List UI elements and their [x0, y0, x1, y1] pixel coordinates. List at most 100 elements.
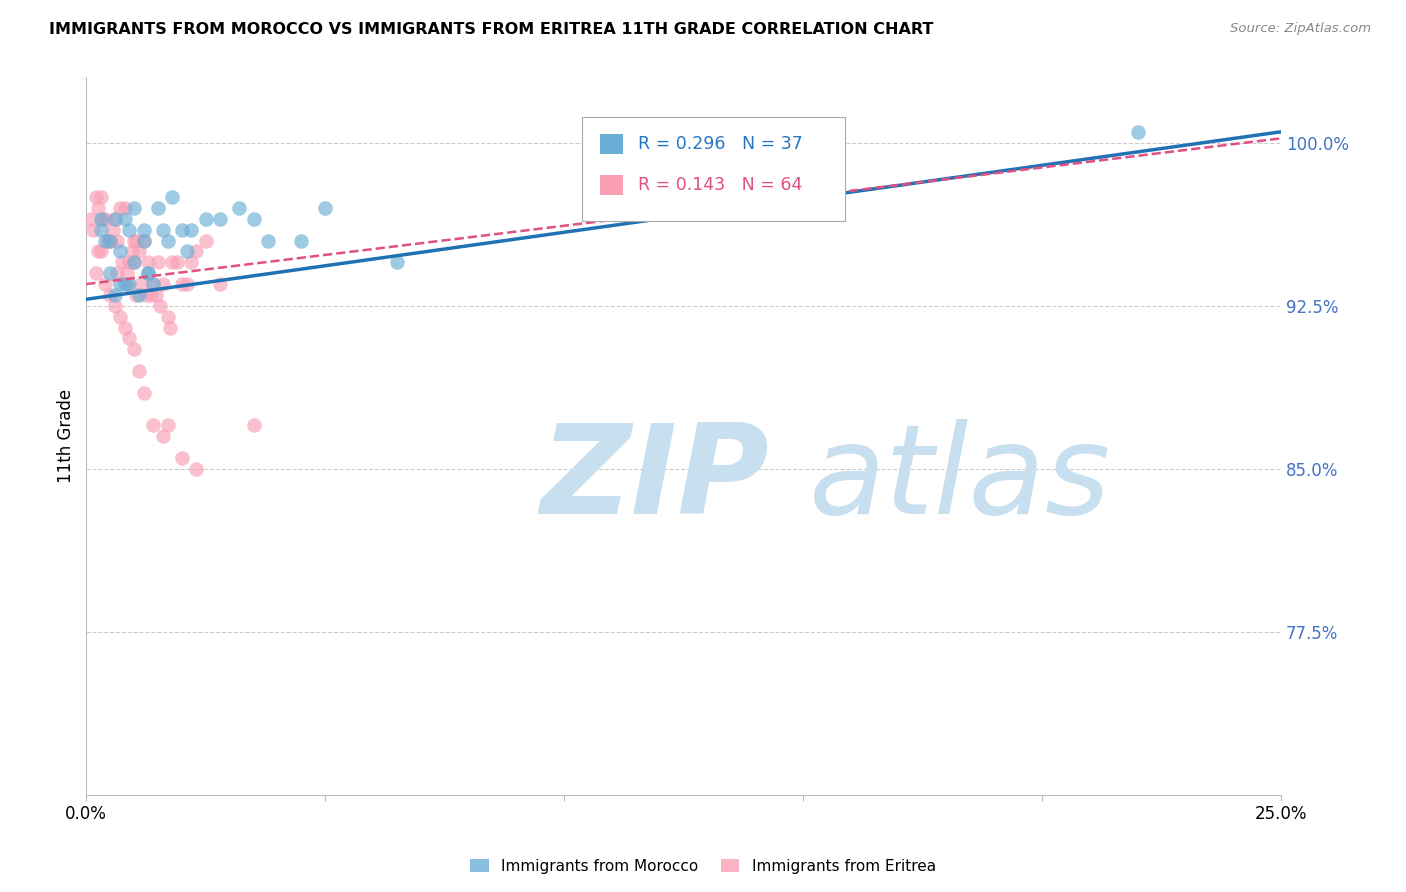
Point [156, 234, 179, 248]
Point [180, 222, 202, 236]
Point [125, 288, 148, 302]
Text: atlas: atlas [808, 419, 1111, 540]
Point [138, 255, 160, 269]
Point [180, 255, 202, 269]
Point [162, 190, 184, 204]
Point [80, 211, 103, 226]
Point [115, 266, 138, 280]
Point [142, 277, 165, 291]
Point [128, 288, 150, 302]
Point [84, 266, 107, 280]
Point [242, 418, 264, 433]
Point [135, 288, 157, 302]
Point [114, 211, 136, 226]
Point [98, 288, 121, 302]
Point [114, 201, 136, 215]
Point [146, 255, 169, 269]
Text: R = 0.296   N = 37: R = 0.296 N = 37 [638, 136, 803, 153]
Point [138, 266, 160, 280]
Point [98, 234, 121, 248]
Point [98, 234, 121, 248]
Point [132, 222, 155, 236]
Point [122, 255, 145, 269]
Point [209, 277, 232, 291]
Point [114, 277, 136, 291]
Point [152, 277, 174, 291]
Point [118, 277, 141, 291]
Point [90, 244, 112, 259]
Point [156, 310, 179, 324]
FancyBboxPatch shape [600, 134, 623, 154]
Point [146, 201, 169, 215]
Point [170, 450, 193, 465]
Point [94, 211, 117, 226]
Point [108, 277, 131, 291]
Point [314, 201, 336, 215]
Point [90, 190, 112, 204]
Point [118, 255, 141, 269]
Point [122, 255, 145, 269]
Point [104, 211, 127, 226]
Text: ZIP: ZIP [540, 419, 769, 540]
Point [257, 234, 280, 248]
Point [139, 288, 162, 302]
Point [132, 385, 155, 400]
Point [122, 201, 145, 215]
Point [90, 211, 112, 226]
Point [114, 320, 136, 334]
Point [91, 211, 114, 226]
Point [122, 343, 145, 357]
Point [186, 244, 208, 259]
Point [97, 234, 120, 248]
Point [104, 211, 127, 226]
Point [166, 255, 188, 269]
Point [97, 234, 120, 248]
Point [132, 234, 155, 248]
Point [129, 277, 152, 291]
Point [145, 288, 167, 302]
Point [101, 222, 124, 236]
Point [94, 277, 117, 291]
Point [194, 234, 217, 248]
Point [194, 211, 217, 226]
FancyBboxPatch shape [582, 117, 845, 221]
Point [162, 255, 184, 269]
Point [142, 418, 165, 433]
Point [118, 331, 141, 345]
Point [170, 277, 193, 291]
Point [176, 244, 198, 259]
Point [132, 234, 155, 248]
Text: Source: ZipAtlas.com: Source: ZipAtlas.com [1230, 22, 1371, 36]
Point [90, 222, 112, 236]
Point [152, 429, 174, 443]
Point [94, 234, 117, 248]
Point [170, 222, 193, 236]
Point [128, 244, 150, 259]
Point [385, 255, 408, 269]
Point [111, 255, 134, 269]
Point [149, 299, 172, 313]
Point [105, 234, 128, 248]
Point [228, 201, 250, 215]
Point [152, 222, 174, 236]
Point [121, 244, 143, 259]
Point [108, 310, 131, 324]
Point [105, 266, 128, 280]
Point [128, 364, 150, 378]
Point [159, 320, 181, 334]
Point [1126, 125, 1149, 139]
Point [82, 222, 104, 236]
Point [290, 234, 312, 248]
Point [138, 266, 160, 280]
Point [176, 277, 198, 291]
Point [108, 244, 131, 259]
FancyBboxPatch shape [600, 175, 623, 195]
Point [186, 462, 208, 476]
Point [104, 299, 127, 313]
Point [156, 418, 179, 433]
Y-axis label: 11th Grade: 11th Grade [58, 389, 75, 483]
Point [122, 234, 145, 248]
Point [104, 288, 127, 302]
Point [118, 222, 141, 236]
Text: IMMIGRANTS FROM MOROCCO VS IMMIGRANTS FROM ERITREA 11TH GRADE CORRELATION CHART: IMMIGRANTS FROM MOROCCO VS IMMIGRANTS FR… [49, 22, 934, 37]
